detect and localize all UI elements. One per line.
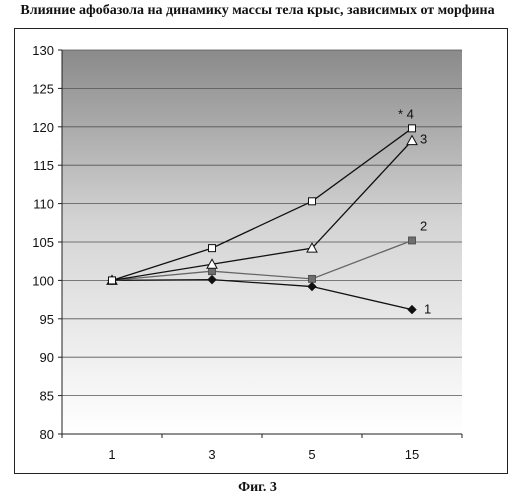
series-4-point: [209, 245, 216, 252]
series-4-point: [409, 125, 416, 132]
series-3-label: 3: [420, 132, 427, 147]
x-tick-label: 3: [208, 447, 215, 462]
series-2-label: 2: [420, 218, 427, 233]
y-tick-label: 130: [32, 43, 54, 58]
x-tick-label: 5: [308, 447, 315, 462]
y-tick-label: 95: [40, 312, 54, 327]
x-tick-label: 1: [108, 447, 115, 462]
y-tick-label: 80: [40, 427, 54, 442]
y-tick-label: 110: [33, 197, 54, 212]
y-tick-label: 105: [32, 235, 54, 250]
y-tick-label: 100: [32, 273, 54, 288]
y-tick-label: 90: [40, 350, 54, 365]
series-1-label: 1: [424, 302, 431, 317]
series-4-point: [109, 277, 116, 284]
y-tick-label: 85: [40, 389, 54, 404]
series-4-label: * 4: [398, 106, 414, 121]
series-2-point: [409, 237, 416, 244]
x-tick-label: 15: [405, 447, 419, 462]
y-tick-label: 125: [32, 81, 54, 96]
y-tick-label: 115: [33, 158, 54, 173]
figure-caption: Фиг. 3: [0, 480, 515, 496]
series-2-point: [309, 275, 316, 282]
y-tick-label: 120: [32, 120, 54, 135]
series-4-point: [309, 198, 316, 205]
